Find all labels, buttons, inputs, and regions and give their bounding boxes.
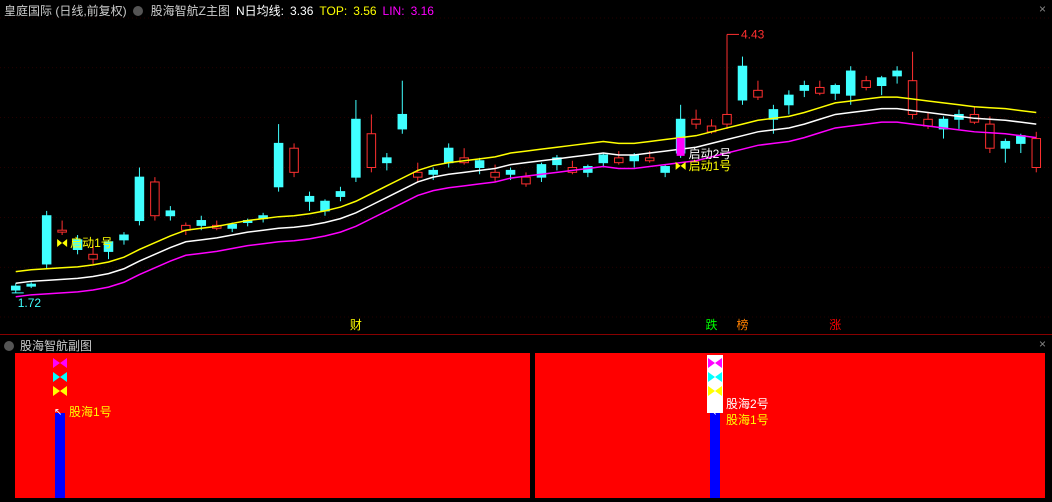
butterfly-icon <box>707 357 723 369</box>
signal-bar <box>710 413 720 498</box>
signal-label: 股海1号 <box>726 411 769 428</box>
svg-text:启动1号: 启动1号 <box>689 159 732 173</box>
event-tags-row: 财跌榜涨 <box>0 316 1052 332</box>
signal-label: 股海2号 <box>726 395 769 412</box>
sub-title-bar: 股海智航副图 <box>4 337 92 354</box>
indicator-dot-icon <box>4 341 14 351</box>
butterfly-icon <box>707 371 723 383</box>
butterfly-icon <box>52 357 68 369</box>
close-icon[interactable]: × <box>1039 2 1046 16</box>
candlestick-chart[interactable]: 4.431.72启动1号启动1号启动2号 <box>0 0 1052 335</box>
top-label: TOP: <box>319 4 347 18</box>
signal-label: 股海1号 <box>69 403 112 420</box>
signal-bar <box>55 413 65 498</box>
ma-value: 3.36 <box>290 4 313 18</box>
lin-label: LIN: <box>383 4 405 18</box>
event-tag: 榜 <box>736 316 748 333</box>
indicator-dot-icon <box>133 6 143 16</box>
close-icon[interactable]: × <box>1039 337 1046 351</box>
event-tag: 跌 <box>706 316 718 333</box>
event-tag: 财 <box>350 316 362 333</box>
stock-name: 皇庭国际 (日线,前复权) <box>4 2 127 19</box>
indicator-block <box>15 353 530 498</box>
svg-text:启动2号: 启动2号 <box>689 147 732 161</box>
svg-text:启动1号: 启动1号 <box>70 236 113 250</box>
event-tag: 涨 <box>829 316 841 333</box>
butterfly-icon <box>707 385 723 397</box>
ma-label: N日均线: <box>236 2 284 19</box>
sub-indicator-name: 股海智航副图 <box>20 337 92 354</box>
top-value: 3.56 <box>353 4 376 18</box>
svg-text:1.72: 1.72 <box>18 296 42 310</box>
butterfly-icon <box>52 371 68 383</box>
chart-title-bar: 皇庭国际 (日线,前复权) 股海智航Z主图 N日均线: 3.36 TOP: 3.… <box>4 2 434 19</box>
arrow-icon: ↖ <box>709 407 717 418</box>
indicator-block <box>535 353 1045 498</box>
sub-indicator-pane: 股海智航副图 × 股海1号↖↖股海2号股海1号 <box>0 335 1052 500</box>
arrow-icon: ↖ <box>54 407 62 418</box>
butterfly-icon <box>52 385 68 397</box>
svg-text:4.43: 4.43 <box>741 27 765 41</box>
main-chart-pane: 皇庭国际 (日线,前复权) 股海智航Z主图 N日均线: 3.36 TOP: 3.… <box>0 0 1052 335</box>
indicator-name: 股海智航Z主图 <box>151 2 230 19</box>
lin-value: 3.16 <box>411 4 434 18</box>
